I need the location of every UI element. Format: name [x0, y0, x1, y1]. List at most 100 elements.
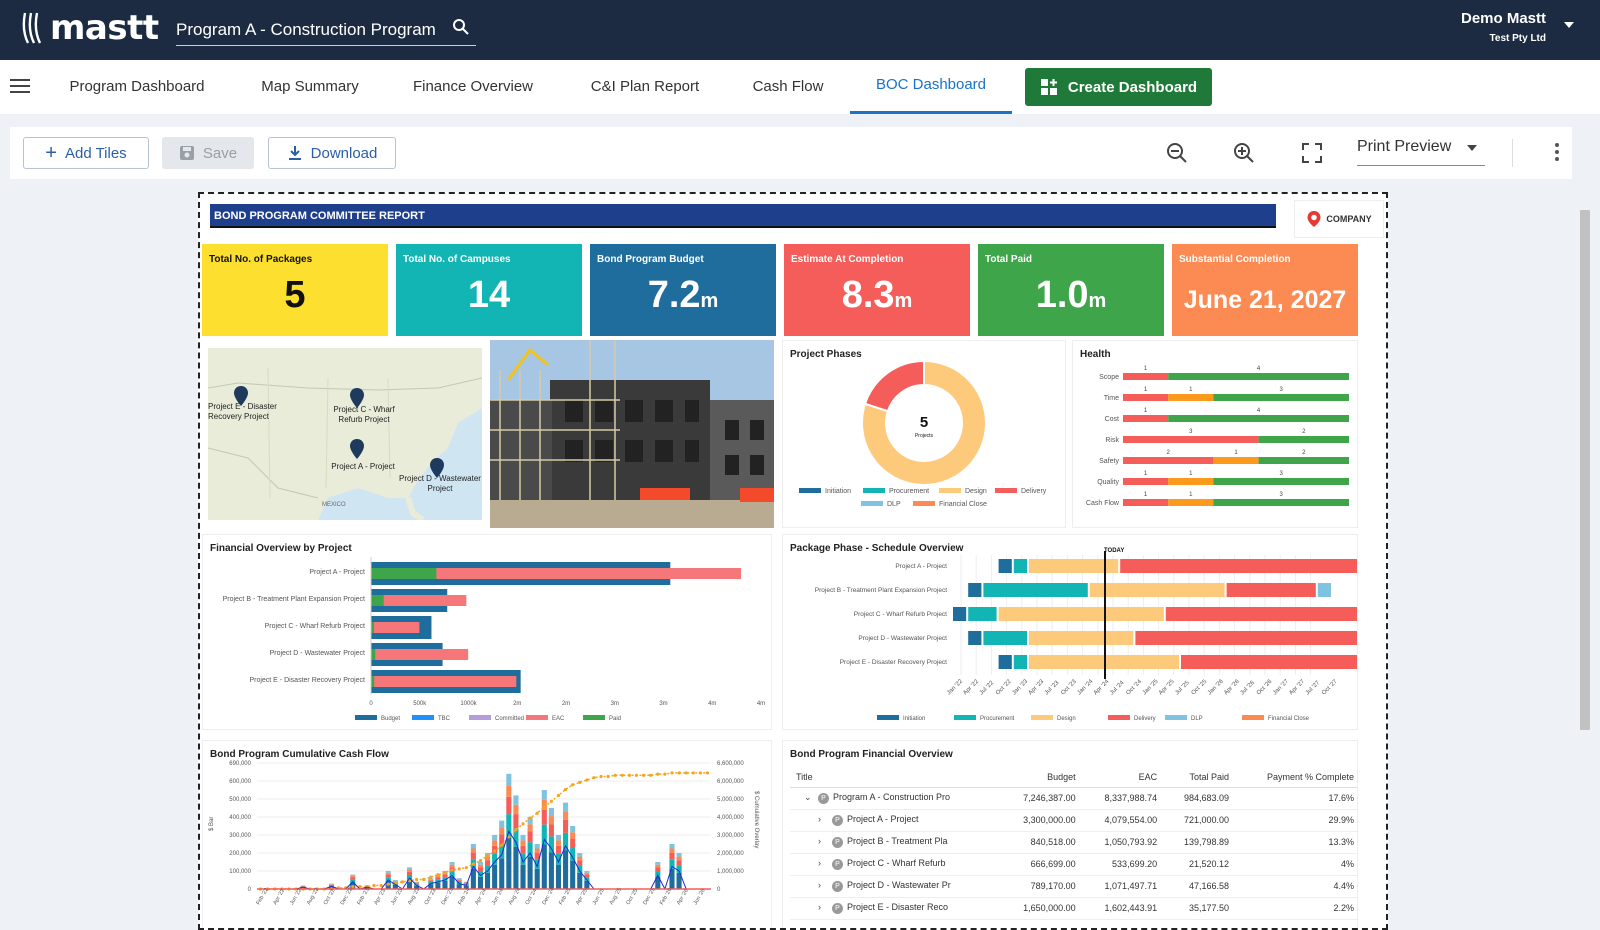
x-tick-label: Oct '26 — [1256, 678, 1274, 696]
save-button[interactable]: Save — [162, 137, 254, 169]
cash-bar-segment — [570, 838, 576, 849]
map-pin-label: Project D - Wastewater Project — [399, 474, 481, 493]
tile-title: Bond Program Financial Overview — [790, 749, 953, 760]
column-header[interactable]: Total Paid — [1163, 767, 1236, 788]
tab-boc-dashboard[interactable]: BOC Dashboard — [850, 60, 1012, 114]
row-title-cell: › P Project E - Disaster Reco — [790, 897, 1001, 920]
create-dashboard-button[interactable]: Create Dashboard — [1025, 68, 1212, 106]
cumulative-point — [358, 885, 362, 889]
health-value-label: 3 — [1280, 387, 1284, 393]
table-row[interactable]: › P Project A - Project 3,300,000.00 4,079… — [790, 809, 1357, 832]
financial-overview-table-tile[interactable]: Bond Program Financial Overview Title Bu… — [782, 740, 1358, 928]
cash-bar-segment — [534, 868, 540, 889]
cash-bar-segment — [520, 845, 526, 854]
cumulative-cash-flow-tile[interactable]: Bond Program Cumulative Cash Flow 0 100,0… — [202, 740, 772, 928]
program-search-input[interactable] — [176, 19, 438, 40]
cash-bar-segment — [563, 802, 569, 812]
x-tick-label: Oct '24 — [1125, 678, 1143, 696]
health-bar-segment — [1258, 436, 1349, 443]
paid-cell: 721,000.00 — [1163, 809, 1236, 832]
kpi-value: 8.3m — [841, 274, 913, 316]
health-value-label: 3 — [1189, 429, 1193, 435]
map-pin-icon[interactable] — [350, 439, 364, 459]
chevron-down-icon[interactable] — [1564, 22, 1574, 28]
x-tick-label: Apr '23 — [1028, 678, 1046, 696]
cumulative-point — [613, 773, 617, 777]
mastt-logo[interactable]: mastt — [22, 8, 159, 48]
zoom-out-icon[interactable] — [1165, 141, 1189, 165]
kpi-value: 7.2m — [647, 274, 719, 316]
pct-cell: 4% — [1235, 853, 1357, 876]
download-button[interactable]: Download — [268, 137, 396, 169]
chevron-right-icon[interactable]: › — [818, 880, 821, 891]
more-options-icon[interactable] — [1555, 143, 1559, 164]
schedule-phase-bar — [1013, 655, 1027, 669]
scrollbar-thumb[interactable] — [1580, 210, 1590, 730]
print-preview-dropdown[interactable]: Print Preview — [1357, 136, 1485, 166]
y2-tick-label: 1,000,000 — [717, 869, 744, 875]
cash-bar-segment — [534, 853, 540, 860]
column-header[interactable]: Payment % Complete — [1235, 767, 1357, 788]
tab-finance-overview[interactable]: Finance Overview — [412, 78, 534, 95]
map-tile[interactable]: Project E - Disaster Recovery Project Pr… — [208, 348, 482, 520]
cumulative-point — [620, 773, 624, 777]
donut-center-value: 5 — [920, 414, 928, 431]
map-pin-icon[interactable] — [350, 388, 364, 408]
cash-bar-segment — [449, 862, 455, 865]
row-title: Project B - Treatment Pla — [847, 836, 948, 847]
map-pin-icon[interactable] — [234, 386, 248, 406]
schedule-overview-tile[interactable]: Package Phase - Schedule Overview Projec… — [782, 534, 1386, 730]
tab-program-dashboard[interactable]: Program Dashboard — [69, 78, 205, 95]
x-tick-label: Jan '23 — [1011, 678, 1029, 696]
cash-bar-segment — [477, 862, 483, 865]
pct-cell: 29.9% — [1235, 809, 1357, 832]
table-row[interactable]: › P Project C - Wharf Refurb 666,699.00 53… — [790, 853, 1357, 876]
chevron-down-icon[interactable]: ⌄ — [804, 792, 812, 803]
cash-bar-segment — [555, 845, 562, 854]
map-pin-icon[interactable] — [430, 458, 444, 478]
health-bar-segment — [1168, 478, 1214, 485]
table-row[interactable]: › P Project E - Disaster Reco 1,650,000.00… — [790, 897, 1357, 920]
canvas-scrollbar[interactable] — [1578, 192, 1592, 930]
download-icon — [288, 146, 301, 160]
tab-map-summary[interactable]: Map Summary — [261, 78, 359, 95]
column-header[interactable]: Title — [790, 767, 1001, 788]
budget-cell: 1,650,000.00 — [1000, 897, 1082, 920]
x-tick-label: Aug '23 — [407, 887, 421, 906]
schedule-phase-bar — [1013, 559, 1027, 573]
table-row[interactable]: › P Project B - Treatment Pla 840,518.00 1… — [790, 831, 1357, 854]
tab-ci-plan-report[interactable]: C&I Plan Report — [590, 78, 700, 95]
cash-bar-segment — [513, 804, 519, 815]
cumulative-point — [507, 835, 511, 839]
tab-cash-flow[interactable]: Cash Flow — [752, 78, 824, 95]
chevron-right-icon[interactable]: › — [818, 902, 821, 913]
search-icon[interactable] — [452, 18, 470, 36]
eac-bar — [371, 649, 469, 660]
chevron-right-icon[interactable]: › — [818, 858, 821, 869]
hamburger-menu-icon[interactable] — [10, 79, 30, 93]
cumulative-point — [705, 771, 710, 775]
zoom-in-icon[interactable] — [1232, 141, 1256, 165]
table-row[interactable]: ⌄ P Program A - Construction Pro 7,246,387… — [790, 787, 1357, 810]
cash-bar-segment — [442, 874, 448, 878]
health-tile[interactable]: Health Scope 1 4 Time 1 1 3 Cost 1 4 Risk 3 2 Safety 2… — [1072, 340, 1358, 528]
chevron-right-icon[interactable]: › — [818, 836, 821, 847]
eac-cell: 8,337,988.74 — [1081, 787, 1164, 810]
cash-bar-segment — [406, 867, 413, 870]
chevron-right-icon[interactable]: › — [818, 814, 821, 825]
project-phases-tile[interactable]: Project Phases 5 Projects Initiation Procur… — [782, 340, 1066, 528]
kpi-total-packages: Total No. of Packages 5 — [202, 244, 388, 336]
user-menu[interactable]: Demo Mastt Test Pty Ltd — [1461, 10, 1546, 44]
cumulative-point — [549, 799, 553, 803]
x-tick-label: Jun '24 — [491, 888, 505, 906]
report-title: BOND PROGRAM COMMITTEE REPORT — [210, 204, 1276, 228]
fullscreen-icon[interactable] — [1300, 141, 1324, 165]
column-header[interactable]: Budget — [1000, 767, 1082, 788]
column-header[interactable]: EAC — [1081, 767, 1164, 788]
cash-bar-segment — [669, 853, 675, 860]
kpi-program-budget: Bond Program Budget 7.2m — [590, 244, 776, 336]
add-tiles-button[interactable]: + Add Tiles — [23, 137, 149, 169]
financial-overview-by-project-tile[interactable]: Financial Overview by Project Project A … — [202, 534, 772, 730]
table-row[interactable]: › P Project D - Wastewater Pr 789,170.00 1… — [790, 875, 1357, 898]
x-tick-label: Jul '26 — [1240, 680, 1257, 697]
